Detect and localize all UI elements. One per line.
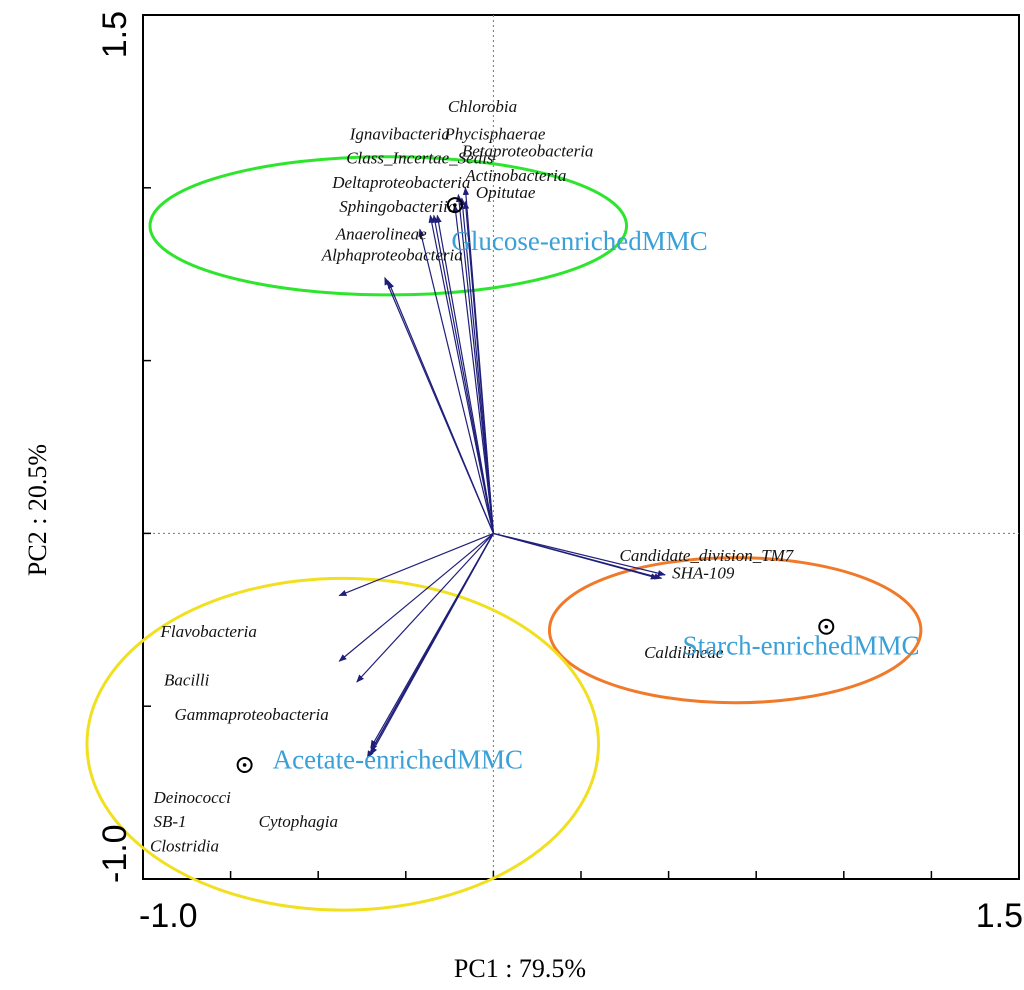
group-ellipse <box>85 576 601 912</box>
group-markers <box>236 197 835 773</box>
vector-label: Clostridia <box>150 836 219 855</box>
vector-label: Betaproteobacteria <box>462 142 594 161</box>
vector-label: Bacilli <box>164 670 210 689</box>
vector-label: Ignavibacteria <box>349 124 450 143</box>
vector-label: Opitutae <box>476 183 536 202</box>
vector-arrow <box>452 204 494 534</box>
group-labels: Glucose-enrichedMMC Starch-enrichedMMC Ace… <box>273 226 920 774</box>
y-axis-title: PC2 : 20.5% <box>23 444 52 576</box>
group-marker-dot <box>824 624 829 629</box>
group-ellipse <box>148 155 629 297</box>
vector-label: Candidate_division_TM7 <box>620 546 795 565</box>
vector-label: Actinobacteria <box>464 166 566 185</box>
x-tick-label: -1.0 <box>139 897 198 935</box>
vector-arrow <box>356 532 494 683</box>
vector-label: Flavobacteria <box>160 622 257 641</box>
vector-arrow <box>435 214 494 534</box>
group-marker <box>446 197 463 214</box>
group-label: Glucose-enrichedMMC <box>451 226 707 256</box>
group-label: Acetate-enrichedMMC <box>273 744 523 774</box>
group-marker <box>818 618 835 635</box>
vector-label: Anaerolineae <box>335 225 427 244</box>
vector-arrow <box>338 532 494 597</box>
vector-arrow <box>418 228 494 534</box>
group-marker-dot <box>242 763 247 767</box>
vector-label: SHA-109 <box>672 563 735 582</box>
x-axis-ticks <box>142 871 1020 879</box>
x-tick-label: 1.5 <box>976 897 1023 935</box>
y-tick-label: 1.5 <box>96 11 134 58</box>
vector-arrow <box>370 533 494 749</box>
group-label: Starch-enrichedMMC <box>683 630 920 660</box>
vector-label: Class_Incertae_Sedis <box>346 149 494 168</box>
vector-arrow <box>493 532 659 580</box>
loading-vectors <box>338 187 666 759</box>
y-axis-ticks <box>143 14 151 880</box>
x-axis-title: PC1 : 79.5% <box>454 954 586 983</box>
vector-label: Alphaproteobacteria <box>321 245 463 264</box>
vector-label: Caldilineae <box>644 643 724 662</box>
vector-label: SB-1 <box>154 812 187 831</box>
vector-arrow <box>338 532 494 662</box>
vector-label: Cytophagia <box>259 812 338 831</box>
vector-label: Gammaproteobacteria <box>175 705 329 724</box>
group-marker <box>236 756 253 773</box>
vector-arrow <box>462 200 494 534</box>
vector-arrow <box>387 280 494 534</box>
vector-label: Phycisphaerae <box>443 124 545 143</box>
vector-label: Deltaproteobacteria <box>331 173 470 192</box>
vector-arrow <box>493 532 666 577</box>
vector-label: Chlorobia <box>448 97 517 116</box>
vector-label: Deinococci <box>153 788 232 807</box>
y-tick-labels: 1.5 -1.0 <box>96 11 134 883</box>
y-tick-label: -1.0 <box>96 824 134 883</box>
group-marker-dot <box>453 203 457 207</box>
x-tick-labels: -1.0 1.5 <box>139 897 1023 935</box>
group-ellipse <box>547 556 923 705</box>
vector-arrow <box>428 214 494 534</box>
vector-label: Sphingobacteriia <box>339 197 456 216</box>
group-ellipses <box>85 155 923 912</box>
